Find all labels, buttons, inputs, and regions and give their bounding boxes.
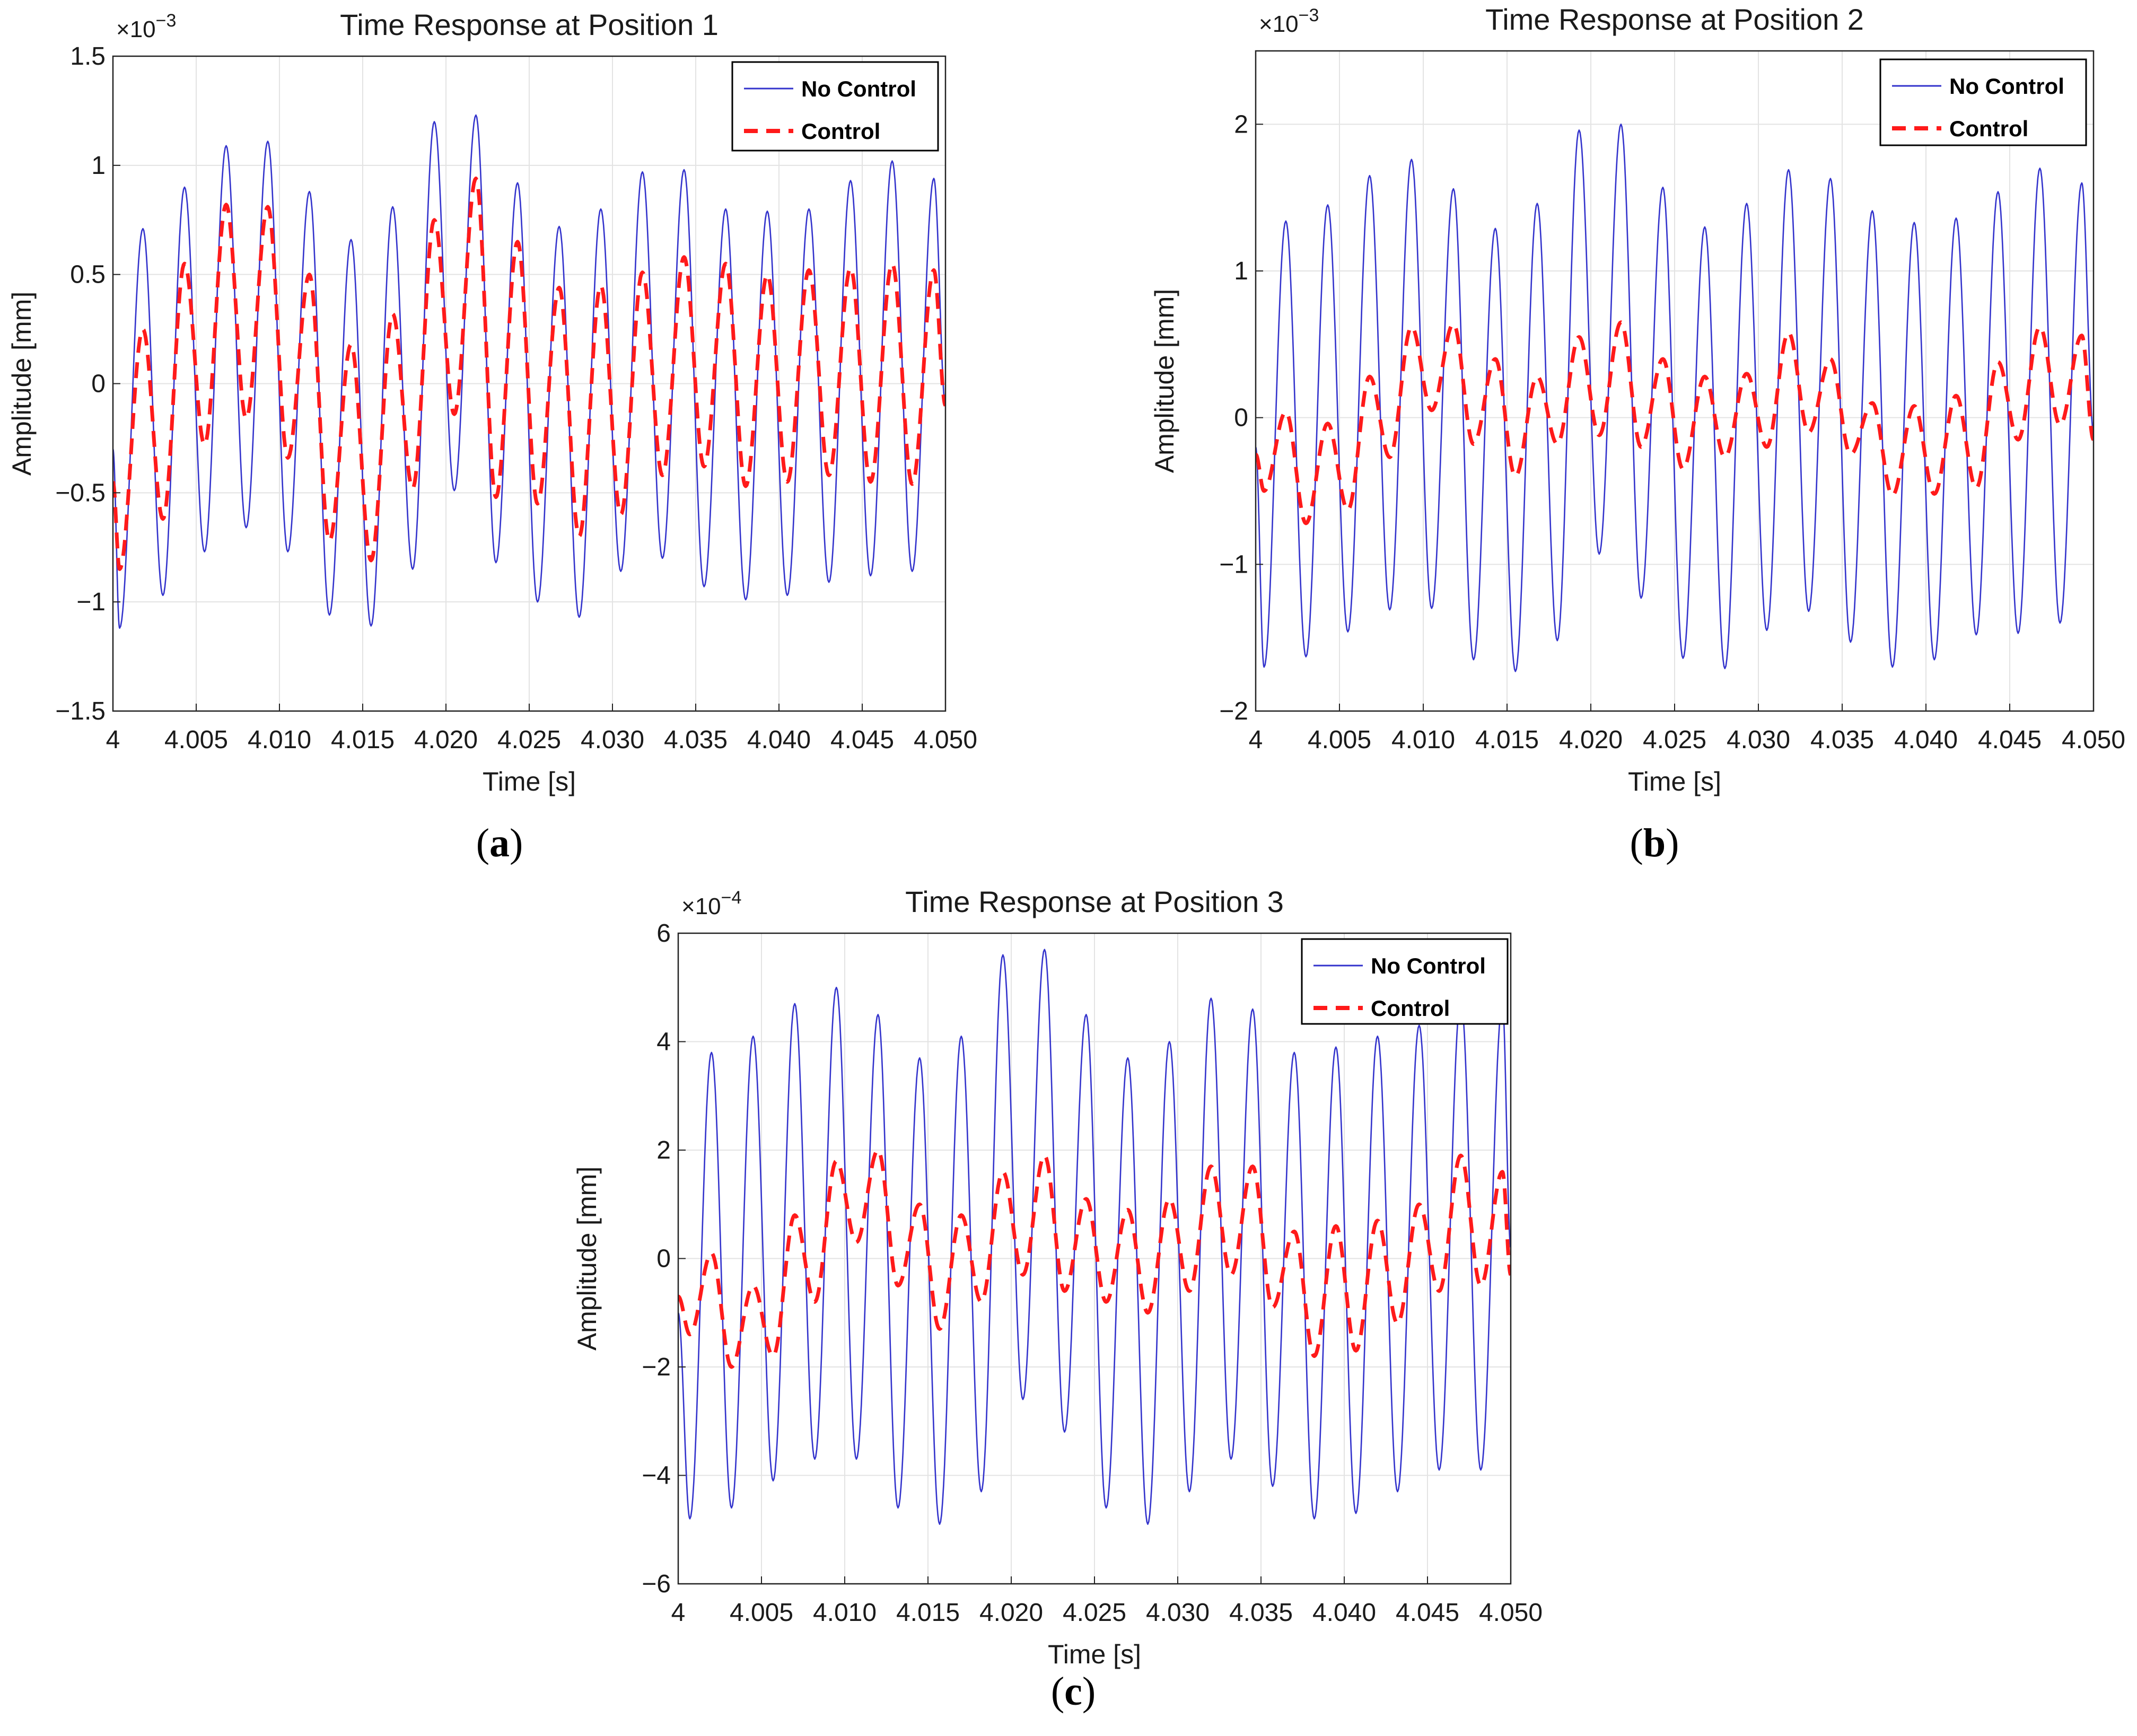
x-tick-label: 4.050 [914,726,977,754]
x-tick-label: 4.025 [1643,726,1706,754]
chart-title: Time Response at Position 1 [340,8,719,41]
y-tick-label: 2 [656,1136,671,1164]
x-tick-label: 4.050 [1479,1599,1543,1627]
chart-c: 4 4.005 4.010 4.015 4.020 4.025 4.030 4.035 4.04… [572,885,1543,1714]
y-tick-label: 0 [91,370,106,398]
x-tick-label: 4.045 [1396,1599,1459,1627]
x-tick-label: 4.035 [1810,726,1874,754]
y-tick-label: −4 [642,1462,671,1490]
chart-title: Time Response at Position 3 [905,885,1284,918]
legend: No Control Control [731,61,939,152]
subfigure-caption: (b) [1630,821,1679,865]
x-tick-label: 4.010 [248,726,311,754]
y-tick-label: 1 [1234,257,1248,285]
y-tick-label: −1.5 [55,697,106,725]
y-tick-label: −6 [642,1570,671,1598]
legend: No Control Control [1879,58,2087,146]
y-axis-label: Amplitude [mm] [7,292,37,476]
x-tick-label: 4.040 [747,726,811,754]
x-tick-label: 4.020 [979,1599,1043,1627]
y-tick-label: −2 [1219,697,1248,725]
y-tick-label: −0.5 [55,479,106,507]
legend-entry: No Control [1371,953,1486,978]
x-axis-label: Time [s] [1048,1639,1141,1669]
legend-entry: No Control [801,76,916,101]
legend-entry: Control [1949,116,2028,141]
y-tick-label: 0.5 [70,261,106,289]
y-axis-label: Amplitude [mm] [1150,289,1179,473]
x-tick-label: 4.010 [813,1599,877,1627]
x-tick-label: 4.030 [581,726,644,754]
x-tick-label: 4.015 [1475,726,1539,754]
axis-exponent-label: ×10−3 [1259,5,1319,37]
series-line-control [113,177,945,571]
legend-box [1879,58,2087,146]
x-tick-label: 4.015 [896,1599,960,1627]
x-tick-label: 4.030 [1146,1599,1210,1627]
x-tick-label: 4.040 [1312,1599,1376,1627]
x-tick-label: 4 [671,1599,686,1627]
y-tick-label: 6 [656,919,671,948]
x-tick-label: 4.005 [730,1599,793,1627]
y-tick-label: 1.5 [70,42,106,71]
x-tick-label: 4.020 [1559,726,1623,754]
legend-entry: Control [1371,996,1450,1021]
x-tick-label: 4.005 [164,726,228,754]
legend-box [731,61,939,152]
chart-a: 4 4.005 4.010 4.015 4.020 4.025 4.030 4.035 4.04… [7,8,977,865]
y-tick-label: 2 [1234,110,1248,138]
x-tick-label: 4.015 [331,726,395,754]
x-tick-label: 4.035 [1229,1599,1293,1627]
legend-entry: Control [801,119,880,144]
x-tick-label: 4.045 [1978,726,2042,754]
x-tick-label: 4.025 [497,726,561,754]
legend-entry: No Control [1949,74,2064,99]
x-tick-label: 4.035 [664,726,728,754]
y-tick-label: −1 [76,588,106,616]
chart-b: 4 4.005 4.010 4.015 4.020 4.025 4.030 4.035 4.04… [1150,3,2125,865]
subfigure-caption: (a) [476,821,523,865]
axis-exponent-label: ×10−3 [116,11,176,42]
axis-exponent-label: ×10−4 [681,888,741,919]
y-tick-label: 0 [656,1245,671,1273]
y-tick-label: −2 [642,1353,671,1381]
x-tick-label: 4.030 [1727,726,1790,754]
y-axis-label: Amplitude [mm] [572,1167,602,1351]
x-tick-label: 4.025 [1063,1599,1126,1627]
x-tick-label: 4.040 [1894,726,1958,754]
x-axis-label: Time [s] [1628,767,1721,796]
x-tick-label: 4 [106,726,120,754]
x-tick-label: 4.010 [1391,726,1455,754]
y-tick-label: 1 [91,152,106,180]
y-tick-label: 4 [656,1028,671,1056]
series-line-control [678,1148,1511,1369]
x-tick-label: 4.005 [1308,726,1371,754]
y-tick-label: −1 [1219,550,1248,578]
x-tick-label: 4 [1249,726,1263,754]
series-line-control [1256,320,2094,525]
y-tick-label: 0 [1234,404,1248,432]
x-axis-label: Time [s] [483,767,576,796]
x-tick-label: 4.050 [2062,726,2125,754]
legend: No Control Control [1301,938,1509,1025]
x-tick-label: 4.045 [830,726,894,754]
chart-title: Time Response at Position 2 [1485,3,1864,36]
x-tick-label: 4.020 [414,726,478,754]
subfigure-caption: (c) [1051,1669,1096,1714]
series-line-no-control [1256,124,2094,672]
